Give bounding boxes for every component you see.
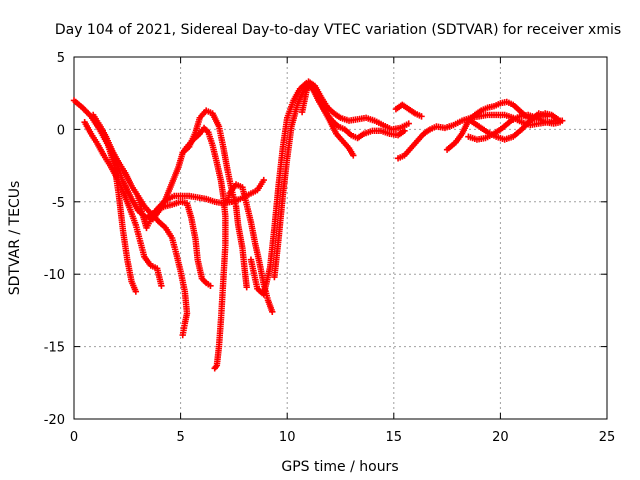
y-tick-label: -5 <box>52 196 65 211</box>
y-tick-label: 5 <box>57 51 65 66</box>
y-tick-label: -10 <box>44 268 65 283</box>
data-point <box>418 113 425 120</box>
data-point <box>179 331 186 339</box>
data-point <box>544 113 551 120</box>
y-tick-label: 0 <box>57 123 65 138</box>
data-point <box>211 365 218 372</box>
series-arc8 <box>224 181 276 316</box>
x-tick-label: 0 <box>70 430 78 445</box>
x-tick-label: 10 <box>279 430 296 445</box>
data-point <box>260 176 267 184</box>
series-arc12 <box>392 101 425 120</box>
series-arc5 <box>134 192 191 339</box>
series-arc16 <box>467 110 551 143</box>
series-arc4 <box>107 143 214 289</box>
series-arc11 <box>298 78 412 133</box>
y-axis-title: SDTVAR / TECUs <box>7 181 23 296</box>
data-point <box>158 282 165 289</box>
x-tick-label: 20 <box>492 430 509 445</box>
ticks: 0 5 10 15 20 25 -20 -15 -10 -5 0 5 <box>44 51 616 445</box>
data-point <box>207 282 214 289</box>
series-arc7 <box>179 124 229 372</box>
plot-frame <box>73 56 608 420</box>
x-tick-label: 25 <box>599 430 616 445</box>
y-tick-label: -15 <box>44 341 65 356</box>
series-arc2 <box>81 118 165 289</box>
data-point <box>556 118 564 126</box>
data-point <box>132 288 140 295</box>
data-layer <box>70 78 566 372</box>
series-arc6 <box>149 107 250 291</box>
data-point <box>243 284 250 291</box>
data-point <box>350 152 357 159</box>
data-point <box>405 120 412 127</box>
x-axis-title: GPS time / hours <box>281 459 398 475</box>
chart-title: Day 104 of 2021, Sidereal Day-to-day VTE… <box>55 22 621 38</box>
series-arc15 <box>465 111 564 143</box>
series-arc10 <box>271 82 357 281</box>
data-point <box>269 308 276 316</box>
y-tick-label: -20 <box>44 413 65 428</box>
x-tick-label: 15 <box>386 430 403 445</box>
x-tick-label: 5 <box>176 430 184 445</box>
grid <box>74 57 607 419</box>
